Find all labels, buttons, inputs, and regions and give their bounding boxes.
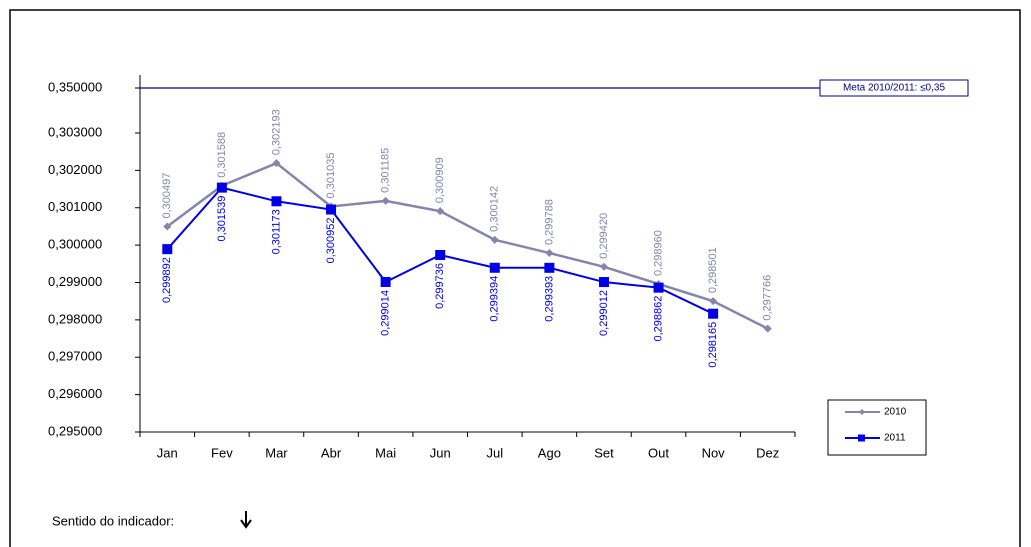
value-label: 0,300142 — [489, 186, 501, 232]
value-label: 0,299014 — [380, 290, 392, 336]
target-label: Meta 2010/2011: ≤0,35 — [843, 83, 945, 94]
value-label: 0,301173 — [270, 209, 282, 254]
marker — [544, 262, 555, 273]
value-label: 0,301185 — [380, 148, 392, 193]
marker — [380, 276, 391, 287]
value-label: 0,301035 — [325, 153, 337, 199]
legend-marker — [858, 434, 865, 442]
y-tick-label: 0,302000 — [48, 162, 102, 177]
marker — [271, 196, 282, 207]
y-tick-label: 0,303000 — [48, 124, 102, 139]
marker — [598, 277, 609, 288]
y-tick-label: 0,301000 — [48, 199, 102, 214]
value-label: 0,302193 — [270, 109, 282, 155]
y-tick-label: 0,350000 — [48, 79, 102, 94]
y-tick-label: 0,296000 — [48, 386, 102, 401]
x-tick-label: Fev — [211, 445, 233, 460]
x-tick-label: Abr — [321, 445, 342, 460]
value-label: 0,300909 — [434, 157, 446, 203]
marker — [763, 324, 772, 333]
x-tick-label: Nov — [702, 445, 726, 460]
x-tick-label: Jun — [430, 445, 451, 460]
marker — [653, 282, 664, 293]
x-tick-label: Ago — [538, 445, 561, 460]
value-label: 0,299788 — [543, 199, 555, 245]
marker — [216, 182, 227, 193]
x-tick-label: Jan — [157, 445, 178, 460]
value-label: 0,301539 — [216, 196, 228, 242]
marker — [599, 262, 608, 271]
legend-label: 2011 — [884, 433, 906, 444]
value-label: 0,299420 — [598, 213, 610, 259]
marker — [272, 159, 281, 168]
value-label: 0,298862 — [652, 296, 664, 342]
marker — [490, 235, 499, 244]
value-label: 0,299892 — [161, 257, 173, 303]
marker — [163, 222, 172, 231]
x-tick-label: Mar — [265, 445, 288, 460]
y-tick-label: 0,297000 — [48, 349, 102, 364]
x-tick-label: Dez — [756, 445, 779, 460]
y-tick-label: 0,299000 — [48, 274, 102, 289]
value-label: 0,299393 — [543, 276, 555, 322]
x-tick-label: Mai — [375, 445, 396, 460]
value-label: 0,301588 — [216, 132, 228, 178]
footer: Sentido do indicador: — [52, 513, 174, 528]
value-label: 0,299736 — [434, 263, 446, 309]
legend-marker — [859, 409, 865, 415]
value-label: 0,300497 — [161, 173, 173, 219]
value-label: 0,299394 — [489, 276, 501, 322]
target-box — [819, 79, 969, 97]
legend-box — [827, 399, 927, 456]
marker — [435, 249, 446, 260]
value-label: 0,300952 — [325, 218, 337, 264]
series-line — [166, 161, 769, 330]
marker — [381, 196, 390, 205]
value-label: 0,298501 — [707, 247, 719, 293]
frame — [9, 9, 1021, 547]
y-tick-label: 0,300000 — [48, 237, 102, 252]
value-label: 0,298960 — [652, 230, 664, 276]
x-tick-label: Out — [648, 445, 669, 460]
value-label: 0,299012 — [598, 290, 610, 336]
y-tick-label: 0,298000 — [48, 311, 102, 326]
x-tick-label: Jul — [486, 445, 503, 460]
marker — [162, 244, 173, 255]
value-label: 0,297766 — [762, 275, 774, 321]
x-tick-label: Set — [594, 445, 614, 460]
marker — [326, 204, 337, 215]
marker — [545, 249, 554, 258]
marker — [708, 308, 719, 319]
y-tick-label: 0,295000 — [48, 423, 102, 438]
marker — [709, 297, 718, 306]
legend-label: 2010 — [884, 407, 907, 418]
down-arrow — [240, 511, 252, 529]
value-label: 0,298165 — [707, 322, 719, 368]
marker — [489, 262, 500, 273]
marker — [436, 207, 445, 216]
